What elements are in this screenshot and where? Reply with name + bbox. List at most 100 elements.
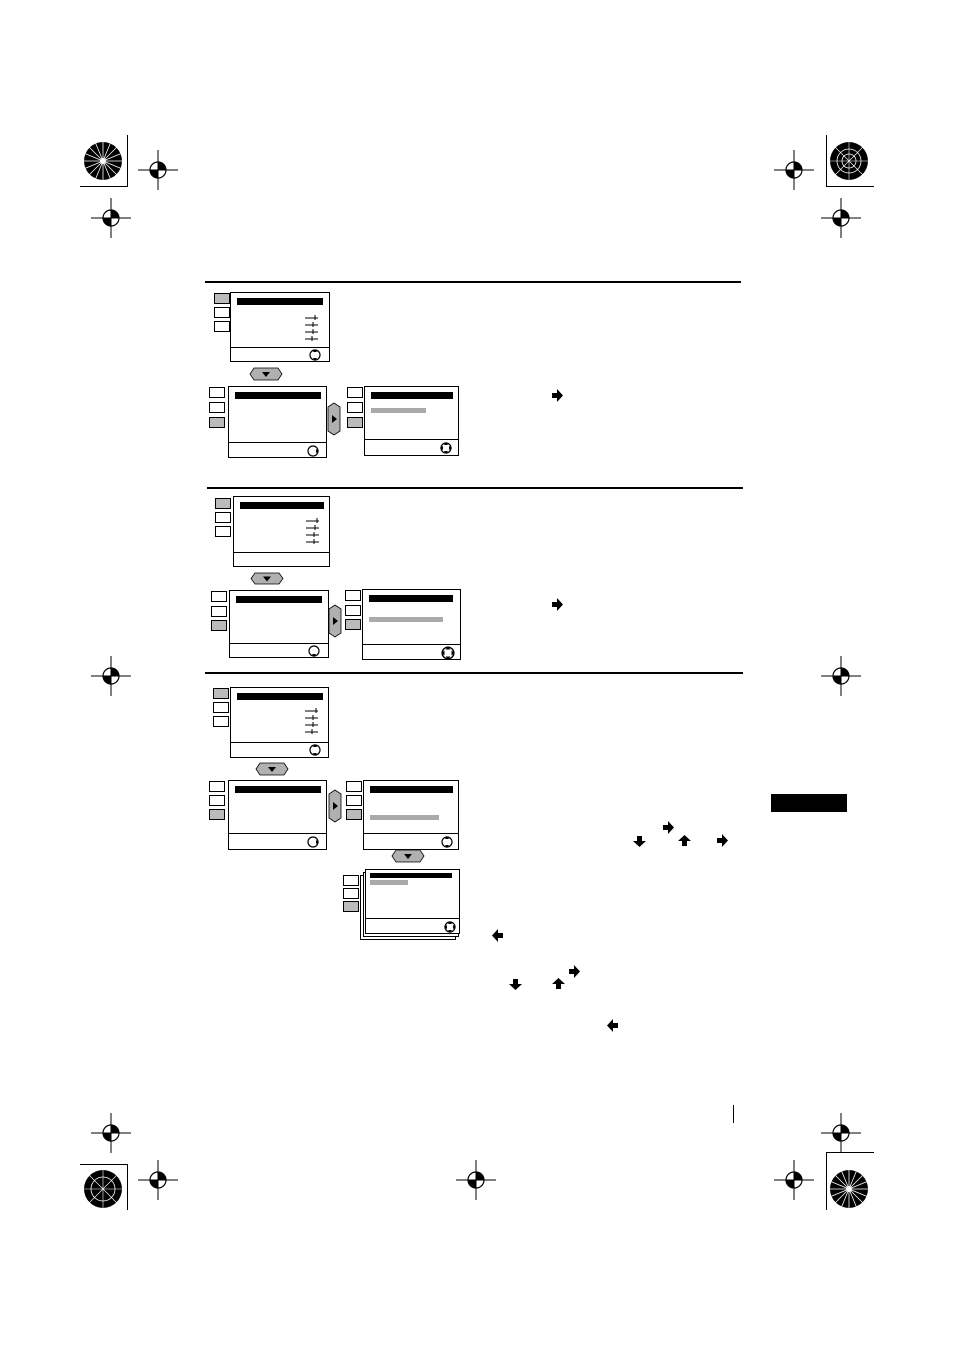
print-rosette-icon [830, 1170, 868, 1208]
crop-line [826, 186, 874, 187]
navigation-wheel-icon [441, 836, 453, 848]
clock-icon [343, 888, 359, 899]
crosshair-registration-icon [91, 1113, 131, 1153]
toolbox-icon [214, 321, 230, 332]
menu-footer-rule [230, 643, 328, 644]
crop-line [826, 1152, 827, 1210]
clock-icon [209, 402, 225, 413]
arrow-up-icon [552, 978, 565, 989]
clock-icon [215, 512, 231, 523]
picture-adjust-icon [347, 387, 363, 398]
toolbox-icon [209, 417, 225, 428]
section-divider [205, 281, 741, 283]
crosshair-registration-icon [821, 656, 861, 696]
clock-icon [345, 605, 361, 616]
menu-title-bar [371, 392, 453, 399]
menu-panel [233, 496, 330, 567]
section-divider [207, 487, 743, 489]
arrow-right-icon [717, 834, 728, 847]
menu-title-bar [370, 873, 452, 878]
remote-down-button-icon [249, 367, 283, 381]
remote-down-button-icon [250, 572, 284, 585]
menu-title-bar [235, 786, 321, 793]
menu-title-bar [236, 596, 322, 603]
menu-footer-rule [229, 442, 326, 443]
crop-line [127, 135, 128, 187]
menu-footer-rule [231, 742, 328, 743]
page-number-rule [733, 1105, 734, 1123]
arrow-right-icon [552, 598, 563, 611]
menu-highlight-row [370, 880, 408, 885]
print-rosette-icon [84, 1170, 122, 1208]
remote-down-button-icon [255, 762, 289, 776]
picture-adjust-icon [209, 781, 225, 792]
menu-footer-rule [363, 644, 460, 645]
picture-adjust-icon [346, 781, 362, 792]
print-rosette-icon [830, 142, 868, 180]
arrow-left-icon [492, 929, 503, 942]
arrow-down-icon [509, 979, 522, 990]
print-rosette-icon [84, 142, 122, 180]
navigation-wheel-icon [309, 349, 321, 361]
menu-panel [365, 869, 460, 934]
picture-adjust-icon [211, 591, 227, 602]
osd-menu-submenu [343, 589, 461, 660]
menu-panel [362, 589, 461, 660]
menu-footer-rule [231, 347, 329, 348]
menu-panel [363, 780, 459, 850]
clock-icon [209, 795, 225, 806]
menu-title-bar [237, 298, 323, 305]
menu-title-bar [237, 693, 323, 700]
menu-panel [229, 590, 329, 658]
slider-scale [306, 518, 319, 544]
slider-scale [305, 315, 318, 341]
chapter-tab [771, 794, 847, 812]
toolbox-icon [345, 619, 361, 630]
menu-highlight-row [370, 815, 439, 820]
picture-adjust-icon [209, 387, 225, 398]
toolbox-icon [209, 809, 225, 820]
menu-footer-rule [366, 918, 459, 919]
osd-menu-setup [209, 590, 329, 658]
section-divider [205, 672, 743, 674]
picture-adjust-icon [215, 498, 231, 509]
menu-panel [230, 292, 330, 362]
toolbox-icon [215, 526, 231, 537]
osd-menu-submenu [345, 386, 459, 456]
menu-title-bar [369, 595, 453, 602]
navigation-wheel-icon [440, 442, 452, 454]
menu-panel [228, 780, 327, 850]
arrow-up-icon [678, 835, 691, 846]
osd-menu-picture [213, 496, 330, 567]
crosshair-registration-icon [774, 1160, 814, 1200]
clock-icon [214, 307, 230, 318]
remote-right-button-icon [328, 604, 342, 638]
picture-adjust-icon [214, 293, 230, 304]
menu-footer-rule [234, 552, 329, 553]
navigation-wheel-icon [307, 445, 319, 457]
crosshair-registration-icon [91, 656, 131, 696]
arrow-down-icon [633, 836, 646, 847]
menu-title-bar [370, 786, 453, 793]
osd-menu-setup [207, 386, 327, 458]
crosshair-registration-icon [138, 1160, 178, 1200]
menu-footer-rule [365, 439, 458, 440]
crosshair-registration-icon [138, 150, 178, 190]
picture-adjust-icon [213, 688, 229, 699]
crosshair-registration-icon [774, 150, 814, 190]
remote-right-button-icon [327, 402, 341, 436]
toolbox-icon [211, 620, 227, 631]
navigation-wheel-icon [309, 744, 321, 756]
osd-menu-submenu [344, 780, 459, 850]
menu-footer-rule [229, 833, 326, 834]
crosshair-registration-icon [91, 198, 131, 238]
osd-menu-setup [207, 780, 327, 850]
crosshair-registration-icon [821, 198, 861, 238]
menu-title-bar [240, 502, 324, 509]
clock-icon [213, 702, 229, 713]
menu-panel [228, 386, 327, 458]
toolbox-icon [347, 417, 363, 428]
clock-icon [346, 795, 362, 806]
crop-line [127, 1164, 128, 1210]
crop-line [826, 1152, 874, 1153]
